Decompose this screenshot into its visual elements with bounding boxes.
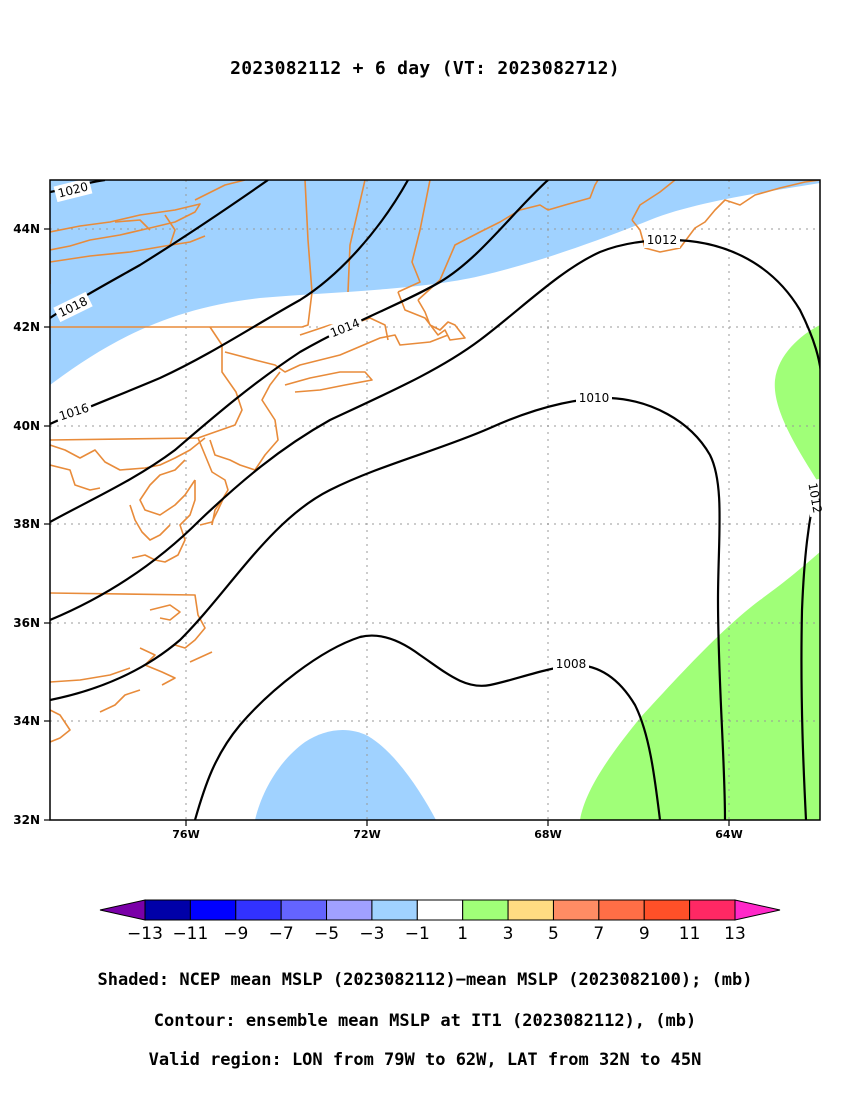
colorbar-label: −13 [127, 924, 163, 944]
colorbar-arrow-high [734, 899, 781, 921]
colorbar-arrow-low [99, 899, 146, 921]
contour-1016 [50, 180, 409, 425]
lat-label-42n: 42N [13, 320, 40, 334]
plot-frame [49, 179, 821, 821]
caption-region: Valid region: LON from 79W to 62W, LAT f… [148, 1050, 702, 1070]
contour-1008 [193, 634, 662, 820]
colorbar-label: 3 [503, 924, 514, 944]
lon-label-64w: 64W [715, 828, 742, 841]
negative-anomaly-south [255, 730, 436, 820]
colorbar-cell [552, 899, 600, 921]
contour-label-1010: 1010 [579, 391, 610, 405]
colorbar-cell [643, 899, 691, 921]
colorbar-label: −9 [223, 924, 248, 944]
shaded-anomaly-layer [50, 180, 820, 820]
colorbar-cell [326, 899, 373, 921]
lat-label-32n: 32N [13, 813, 40, 827]
colorbar-label: 1 [457, 924, 468, 944]
colorbar-cell [462, 899, 509, 921]
lat-label-40n: 40N [13, 419, 40, 433]
colorbar-label: 11 [679, 924, 701, 944]
colorbar-cell [507, 899, 554, 921]
lat-label-34n: 34N [13, 714, 40, 728]
colorbar-label: 7 [593, 924, 604, 944]
contour-1012-east [800, 479, 820, 820]
colorbar-cell [371, 899, 418, 921]
lon-labels: 76W 72W 68W 64W [172, 828, 742, 841]
coastline-borders [50, 180, 820, 743]
lat-label-36n: 36N [13, 616, 40, 630]
colorbar-cell [598, 899, 645, 921]
colorbar-cell [280, 899, 328, 921]
colorbar-label: −7 [269, 924, 294, 944]
colorbar-cell [189, 899, 237, 921]
caption-shaded: Shaded: NCEP mean MSLP (2023082112)−mean… [97, 970, 753, 990]
positive-anomaly-southeast [580, 552, 820, 820]
contour-1010 [50, 396, 727, 820]
colorbar: −13 −11 −9 −7 −5 −3 −1 1 3 5 7 9 11 13 [99, 899, 781, 944]
lat-labels: 44N 42N 40N 38N 36N 34N 32N [13, 222, 40, 827]
lat-lon-grid [50, 180, 820, 820]
contour-label-1012-east: 1012 [805, 482, 824, 515]
contour-label-1012-main: 1012 [647, 233, 678, 247]
contour-1014 [50, 180, 549, 523]
lon-label-76w: 76W [172, 828, 199, 841]
contour-label-1008: 1008 [556, 657, 587, 671]
contour-1012-main [50, 238, 820, 622]
lat-label-38n: 38N [13, 517, 40, 531]
lon-label-72w: 72W [353, 828, 380, 841]
colorbar-label: −1 [405, 924, 430, 944]
colorbar-label: −11 [172, 924, 208, 944]
map-title: 2023082112 + 6 day (VT: 2023082712) [230, 58, 620, 79]
positive-anomaly-east [774, 325, 820, 485]
colorbar-cell [144, 899, 191, 921]
colorbar-label: −5 [314, 924, 339, 944]
negative-anomaly-north [50, 180, 820, 385]
colorbar-label: 9 [639, 924, 650, 944]
colorbar-cell [689, 899, 736, 921]
colorbar-label: 13 [724, 924, 746, 944]
colorbar-label: −3 [359, 924, 384, 944]
colorbar-cell [416, 899, 464, 921]
axis-ticks [44, 228, 730, 826]
colorbar-cell [235, 899, 282, 921]
lon-label-68w: 68W [534, 828, 561, 841]
lat-label-44n: 44N [13, 222, 40, 236]
caption-contour: Contour: ensemble mean MSLP at IT1 (2023… [153, 1011, 697, 1031]
colorbar-label: 5 [548, 924, 559, 944]
